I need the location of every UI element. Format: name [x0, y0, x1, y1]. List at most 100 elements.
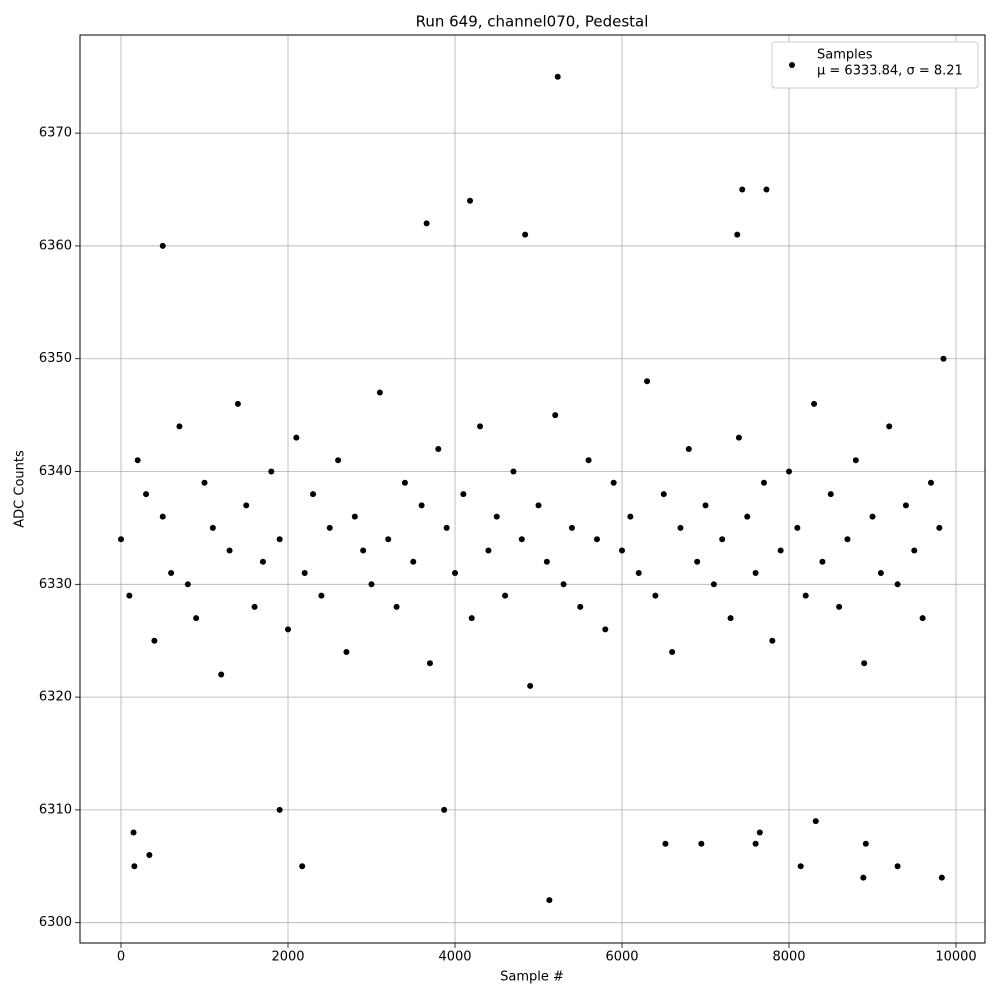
point	[669, 648, 676, 655]
point	[276, 806, 283, 813]
point	[435, 445, 442, 452]
point	[744, 513, 751, 520]
point	[259, 558, 266, 565]
point	[130, 829, 137, 836]
point	[176, 423, 183, 430]
point	[443, 524, 450, 531]
point	[376, 389, 383, 396]
point	[460, 491, 467, 498]
point	[393, 603, 400, 610]
point	[326, 524, 333, 531]
point	[268, 468, 275, 475]
point	[552, 412, 559, 419]
point	[518, 536, 525, 543]
point	[702, 502, 709, 509]
point	[510, 468, 517, 475]
point	[827, 491, 834, 498]
y-tick-label: 6370	[39, 126, 72, 141]
point	[410, 558, 417, 565]
point	[734, 231, 741, 238]
point	[619, 547, 626, 554]
point	[226, 547, 233, 554]
y-tick-label: 6330	[39, 577, 72, 592]
point	[652, 592, 659, 599]
point	[739, 186, 746, 193]
point	[441, 806, 448, 813]
point	[418, 502, 425, 509]
point	[735, 434, 742, 441]
point	[919, 615, 926, 622]
point	[860, 874, 867, 881]
point	[627, 513, 634, 520]
point	[527, 682, 534, 689]
point	[159, 513, 166, 520]
point	[756, 829, 763, 836]
point	[752, 840, 759, 847]
point	[423, 220, 430, 227]
point	[927, 479, 934, 486]
point	[802, 592, 809, 599]
point	[869, 513, 876, 520]
x-tick-label: 4000	[438, 950, 471, 965]
point	[467, 197, 474, 204]
point	[477, 423, 484, 430]
point	[546, 897, 553, 904]
point	[610, 479, 617, 486]
point	[299, 863, 306, 870]
point	[126, 592, 133, 599]
point	[585, 457, 592, 464]
point	[644, 378, 651, 385]
point	[812, 818, 819, 825]
point	[577, 603, 584, 610]
point	[151, 637, 158, 644]
point	[234, 400, 241, 407]
x-axis-label: Sample #	[500, 970, 564, 985]
point	[385, 536, 392, 543]
point	[276, 536, 283, 543]
point	[251, 603, 258, 610]
chart-title: Run 649, channel070, Pedestal	[416, 13, 649, 31]
point	[522, 231, 529, 238]
y-tick-label: 6320	[39, 690, 72, 705]
point	[218, 671, 225, 678]
point	[293, 434, 300, 441]
point	[193, 615, 200, 622]
x-tick-label: 8000	[772, 950, 805, 965]
grid	[80, 35, 985, 943]
point	[752, 570, 759, 577]
y-tick-label: 6360	[39, 238, 72, 253]
y-tick-label: 6350	[39, 351, 72, 366]
point	[819, 558, 826, 565]
point	[301, 570, 308, 577]
point	[201, 479, 208, 486]
legend-label: μ = 6333.84, σ = 8.21	[817, 64, 963, 79]
point	[685, 445, 692, 452]
point	[811, 400, 818, 407]
point	[894, 863, 901, 870]
point	[786, 468, 793, 475]
point	[593, 536, 600, 543]
point	[911, 547, 918, 554]
marks	[117, 73, 947, 904]
point	[360, 547, 367, 554]
legend-box	[771, 41, 979, 89]
point	[243, 502, 250, 509]
point	[535, 502, 542, 509]
y-tick-label: 6310	[39, 802, 72, 817]
point	[894, 581, 901, 588]
point	[310, 491, 317, 498]
point	[560, 581, 567, 588]
legend-marker	[789, 62, 795, 68]
legend-label: Samples	[817, 48, 873, 63]
point	[568, 524, 575, 531]
point	[662, 840, 669, 847]
point	[184, 581, 191, 588]
point	[335, 457, 342, 464]
point	[351, 513, 358, 520]
point	[493, 513, 500, 520]
x-tick-label: 0	[117, 950, 125, 965]
point	[886, 423, 893, 430]
point	[426, 660, 433, 667]
point	[844, 536, 851, 543]
